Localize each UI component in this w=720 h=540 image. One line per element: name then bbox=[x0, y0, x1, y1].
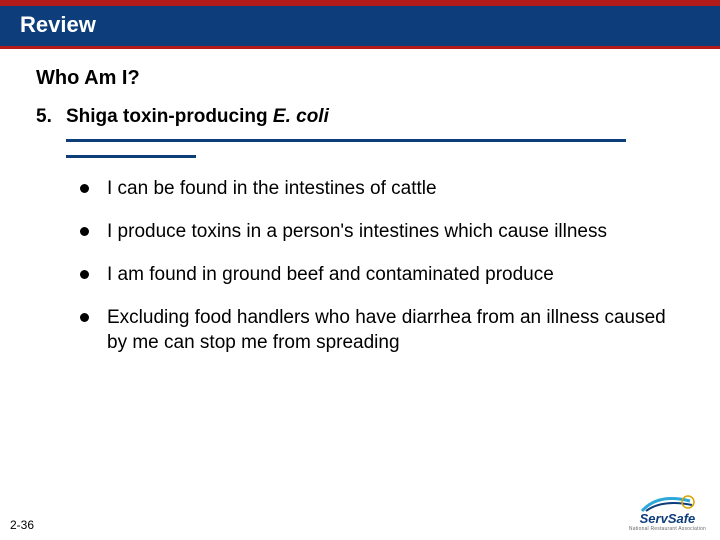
question-number: 5. bbox=[36, 106, 58, 128]
page-number: 2-36 bbox=[10, 518, 34, 532]
bullet-icon bbox=[80, 227, 89, 236]
list-item: I can be found in the intestines of catt… bbox=[80, 176, 684, 201]
bullet-text: Excluding food handlers who have diarrhe… bbox=[107, 305, 684, 355]
question-row: 5. Shiga toxin-producing E. coli bbox=[36, 106, 684, 128]
slide-content: Who Am I? 5. Shiga toxin-producing E. co… bbox=[0, 49, 720, 355]
answer-line-1 bbox=[66, 132, 626, 142]
logo-subtext: National Restaurant Association bbox=[629, 526, 706, 532]
question-italic: E. coli bbox=[273, 106, 329, 127]
bullet-icon bbox=[80, 184, 89, 193]
answer-line-2 bbox=[66, 148, 196, 158]
bullet-text: I can be found in the intestines of catt… bbox=[107, 176, 437, 201]
bullet-list: I can be found in the intestines of catt… bbox=[80, 176, 684, 355]
header-title: Review bbox=[20, 12, 700, 38]
list-item: I am found in ground beef and contaminat… bbox=[80, 262, 684, 287]
logo-swoosh-icon bbox=[638, 491, 696, 515]
bullet-text: I produce toxins in a person's intestine… bbox=[107, 219, 607, 244]
servsafe-logo: ServSafe National Restaurant Association bbox=[629, 491, 706, 532]
question-text: Shiga toxin-producing E. coli bbox=[66, 106, 329, 128]
bullet-text: I am found in ground beef and contaminat… bbox=[107, 262, 554, 287]
list-item: Excluding food handlers who have diarrhe… bbox=[80, 305, 684, 355]
subheading: Who Am I? bbox=[36, 67, 684, 90]
header-bar: Review bbox=[0, 0, 720, 49]
question-prefix: Shiga toxin-producing bbox=[66, 106, 273, 127]
answer-underline-region bbox=[66, 132, 684, 158]
bullet-icon bbox=[80, 313, 89, 322]
bullet-icon bbox=[80, 270, 89, 279]
footer: 2-36 ServSafe National Restaurant Associ… bbox=[0, 491, 720, 532]
list-item: I produce toxins in a person's intestine… bbox=[80, 219, 684, 244]
